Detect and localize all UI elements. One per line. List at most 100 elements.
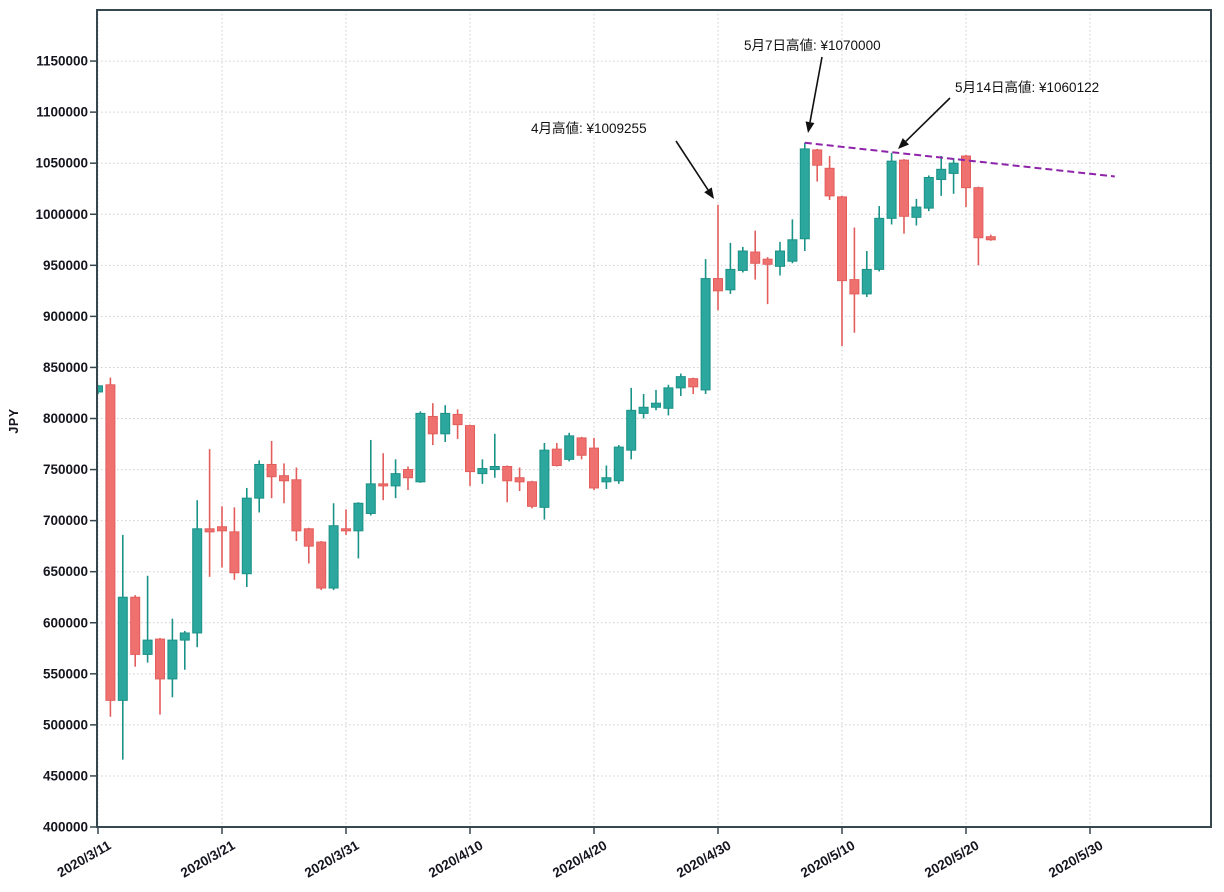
- candle-2020/3/14: [130, 595, 141, 667]
- candle-2020/4/29: [700, 259, 711, 394]
- candle-2020/4/16: [539, 443, 550, 520]
- y-axis-tick-label: 900000: [43, 309, 88, 324]
- annotation-text: 5月7日高値: ¥1070000: [744, 37, 881, 53]
- candle-2020/5/16: [911, 198, 922, 226]
- candle-2020/5/1: [725, 242, 736, 294]
- x-axis-tick-label: 2020/4/20: [550, 838, 610, 881]
- candle-2020/4/23: [626, 387, 637, 460]
- y-axis-tick-label: 1000000: [35, 207, 88, 222]
- candle-2020/5/22: [985, 234, 996, 241]
- annotation-1: 5月7日高値: ¥1070000: [744, 37, 881, 133]
- candle-2020/4/9: [452, 409, 463, 439]
- candle-2020/5/13: [874, 206, 885, 272]
- annotation-text: 5月14日高値: ¥1060122: [955, 79, 1099, 95]
- candle-2020/3/28: [303, 527, 314, 564]
- candle-2020/5/14: [886, 152, 897, 225]
- candle-2020/3/24: [254, 460, 265, 513]
- y-axis-title: JPY: [7, 408, 21, 434]
- candle-2020/4/21: [601, 465, 612, 489]
- candle-2020/5/9: [824, 156, 835, 200]
- y-axis-tick-label: 1150000: [36, 54, 88, 69]
- candle-2020/3/18: [179, 630, 190, 670]
- y-axis-tick-label: 550000: [43, 666, 88, 681]
- candle-2020/4/24: [638, 393, 649, 419]
- candle-2020/3/27: [291, 467, 302, 542]
- y-axis-tick-label: 800000: [43, 411, 88, 426]
- candle-2020/4/19: [576, 436, 587, 460]
- y-axis-tick-label: 500000: [43, 717, 88, 732]
- candle-2020/4/12: [489, 433, 500, 478]
- candle-2020/3/15: [142, 575, 153, 663]
- candle-2020/3/26: [279, 463, 289, 504]
- candle-2020/5/10: [837, 195, 847, 346]
- y-axis-tick-label: 650000: [43, 564, 88, 579]
- y-axis-tick-label: 450000: [43, 768, 88, 783]
- x-axis-tick-label: 2020/5/20: [922, 838, 982, 881]
- y-axis-tick-label: 400000: [43, 820, 88, 835]
- x-axis-tick-label: 2020/5/10: [798, 838, 858, 881]
- candle-2020/4/17: [551, 443, 562, 467]
- y-axis-tick-label: 850000: [43, 360, 88, 375]
- y-axis-tick-label: 600000: [43, 615, 88, 630]
- annotation-arrowhead-icon: [704, 187, 714, 199]
- y-axis-tick-label: 1100000: [36, 105, 88, 120]
- candle-2020/4/7: [427, 403, 438, 446]
- x-axis-tick-label: 2020/3/11: [55, 837, 114, 880]
- candle-2020/4/15: [527, 480, 537, 509]
- y-axis-tick-label: 700000: [43, 513, 88, 528]
- candle-2020/4/27: [675, 373, 686, 397]
- candle-2020/5/8: [812, 148, 823, 182]
- candle-2020/3/21: [217, 506, 227, 568]
- candle-2020/5/5: [775, 241, 785, 276]
- candle-2020/3/13: [117, 534, 128, 760]
- candle-2020/4/6: [415, 411, 426, 483]
- candle-2020/3/16: [155, 638, 165, 715]
- x-axis-tick-label: 2020/3/31: [302, 837, 362, 880]
- y-axis-tick-label: 750000: [43, 462, 88, 477]
- candle-2020/4/13: [502, 465, 513, 503]
- candle-2020/4/1: [353, 502, 364, 559]
- annotation-arrow-line: [675, 140, 709, 191]
- x-axis-tick-label: 2020/4/30: [674, 838, 734, 881]
- candle-2020/4/20: [589, 437, 599, 490]
- candle-2020/4/26: [663, 384, 674, 416]
- x-axis-tick-label: 2020/3/21: [178, 837, 238, 880]
- annotation-arrow-line: [905, 97, 951, 142]
- annotation-text: 4月高値: ¥1009255: [531, 120, 647, 136]
- candle-2020/3/12: [105, 377, 116, 717]
- candle-2020/4/8: [440, 405, 451, 442]
- candle-2020/4/3: [378, 453, 389, 501]
- candle-2020/4/14: [514, 467, 525, 492]
- candle-2020/5/20: [961, 155, 971, 208]
- annotation-arrow-line: [809, 56, 823, 123]
- candle-2020/3/25: [266, 440, 277, 499]
- candle-2020/3/23: [241, 487, 252, 588]
- candle-2020/4/22: [613, 445, 624, 484]
- candle-2020/5/3: [750, 230, 761, 280]
- candle-2020/5/11: [849, 227, 860, 333]
- candle-2020/3/19: [192, 500, 203, 648]
- candle-2020/4/25: [651, 389, 661, 411]
- annotation-arrowhead-icon: [805, 121, 815, 133]
- candles: [97, 142, 996, 760]
- annotation-arrowhead-icon: [898, 138, 910, 149]
- candle-2020/5/2: [737, 246, 748, 273]
- candle-2020/5/12: [861, 251, 872, 297]
- candle-2020/5/4: [762, 257, 773, 305]
- candle-2020/4/5: [403, 466, 413, 490]
- y-axis-tick-label: 1050000: [35, 156, 88, 171]
- descending-trendline: [804, 141, 1115, 178]
- candle-2020/5/7: [799, 142, 810, 252]
- candle-2020/3/29: [316, 541, 327, 591]
- annotation-2: 5月14日高値: ¥1060122: [898, 79, 1099, 149]
- candle-2020/3/17: [167, 618, 178, 698]
- candle-2020/3/30: [328, 503, 339, 591]
- candle-2020/3/20: [204, 449, 215, 577]
- y-axis-tick-label: 950000: [43, 258, 88, 273]
- plot-border: [96, 9, 1212, 828]
- candle-2020/4/2: [365, 439, 376, 516]
- candle-2020/4/10: [465, 424, 475, 486]
- candle-2020/5/15: [899, 159, 909, 234]
